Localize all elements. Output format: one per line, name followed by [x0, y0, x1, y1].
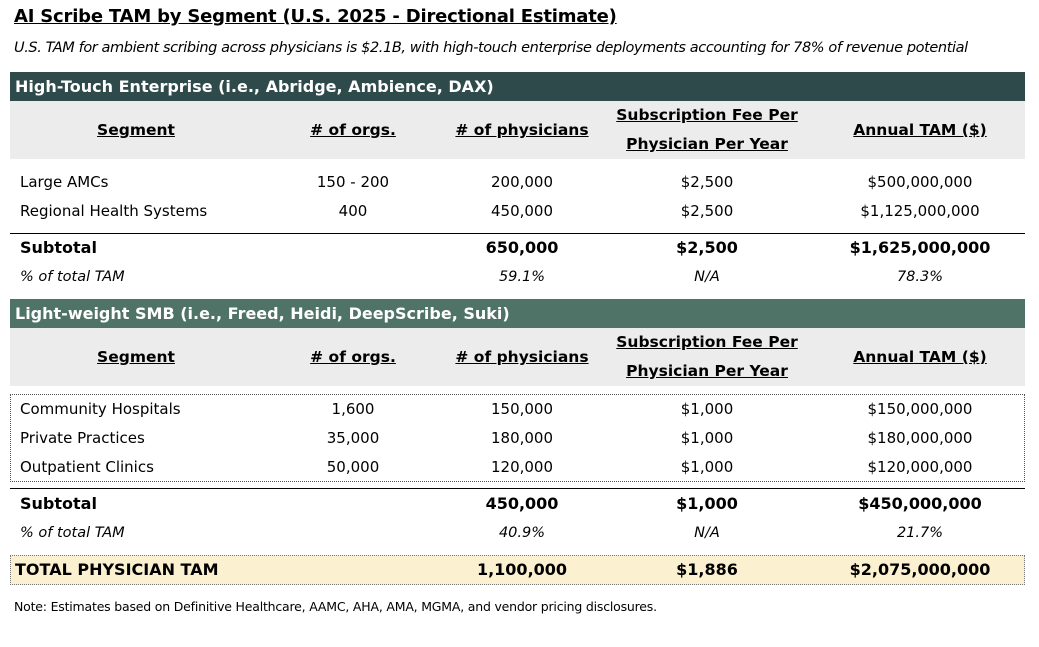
col-header-tam: Annual TAM ($)	[853, 348, 987, 366]
row-fee: $2,500	[680, 173, 734, 191]
total-label: TOTAL PHYSICIAN TAM	[15, 560, 219, 579]
col-header-segment: Segment	[97, 121, 175, 139]
footnote: Note: Estimates based on Definitive Heal…	[14, 599, 657, 614]
smb-column-headers: Segment # of orgs. # of physicians Subsc…	[10, 328, 1025, 386]
pct-physicians: 40.9%	[498, 525, 546, 541]
col-header-physicians: # of physicians	[455, 348, 589, 366]
col-header-fee: Subscription Fee Per Physician Per Year	[607, 328, 807, 386]
subtotal-fee: $1,000	[676, 494, 738, 513]
subtotal-physicians: 450,000	[485, 494, 559, 513]
col-header-fee-line2: Physician Per Year	[626, 362, 788, 380]
col-header-fee-line1: Subscription Fee Per	[616, 333, 798, 351]
col-header-fee: Subscription Fee Per Physician Per Year	[607, 101, 807, 159]
subtotal-divider	[10, 488, 1025, 489]
row-physicians: 450,000	[490, 202, 554, 220]
row-orgs: 1,600	[331, 400, 375, 418]
row-tam: $180,000,000	[867, 429, 973, 447]
row-fee: $1,000	[680, 400, 734, 418]
pct-label: % of total TAM	[20, 525, 125, 541]
smb-section-header: Light-weight SMB (i.e., Freed, Heidi, De…	[10, 299, 1025, 328]
row-tam: $120,000,000	[867, 458, 973, 476]
pct-physicians: 59.1%	[498, 269, 546, 285]
row-physicians: 200,000	[490, 173, 554, 191]
subtotal-label: Subtotal	[20, 494, 97, 513]
row-orgs: 35,000	[326, 429, 380, 447]
row-physicians: 150,000	[490, 400, 554, 418]
pct-tam: 21.7%	[896, 525, 944, 541]
row-tam: $150,000,000	[867, 400, 973, 418]
col-header-segment: Segment	[97, 348, 175, 366]
row-segment: Community Hospitals	[20, 400, 181, 418]
row-tam: $1,125,000,000	[860, 202, 980, 220]
enterprise-column-headers: Segment # of orgs. # of physicians Subsc…	[10, 101, 1025, 159]
row-orgs: 400	[338, 202, 368, 220]
row-fee: $1,000	[680, 429, 734, 447]
subtotal-fee: $2,500	[676, 238, 738, 257]
row-segment: Private Practices	[20, 429, 145, 447]
row-orgs: 50,000	[326, 458, 380, 476]
row-segment: Outpatient Clinics	[20, 458, 154, 476]
subtotal-tam: $1,625,000,000	[849, 238, 991, 257]
row-orgs: 150 - 200	[316, 173, 390, 191]
total-fee: $1,886	[676, 560, 738, 579]
subtotal-tam: $450,000,000	[858, 494, 982, 513]
col-header-physicians: # of physicians	[455, 121, 589, 139]
page-subtitle: U.S. TAM for ambient scribing across phy…	[14, 40, 968, 56]
pct-tam: 78.3%	[896, 269, 944, 285]
subtotal-divider	[10, 233, 1025, 234]
total-tam: $2,075,000,000	[849, 560, 991, 579]
col-header-orgs: # of orgs.	[310, 121, 396, 139]
enterprise-section-header: High-Touch Enterprise (i.e., Abridge, Am…	[10, 72, 1025, 101]
row-fee: $2,500	[680, 202, 734, 220]
pct-label: % of total TAM	[20, 269, 125, 285]
col-header-tam: Annual TAM ($)	[853, 121, 987, 139]
col-header-fee-line1: Subscription Fee Per	[616, 106, 798, 124]
row-fee: $1,000	[680, 458, 734, 476]
subtotal-physicians: 650,000	[485, 238, 559, 257]
total-row	[10, 555, 1025, 585]
row-segment: Regional Health Systems	[20, 202, 208, 220]
pct-fee: N/A	[694, 269, 720, 285]
row-segment: Large AMCs	[20, 173, 109, 191]
col-header-orgs: # of orgs.	[310, 348, 396, 366]
pct-fee: N/A	[694, 525, 720, 541]
col-header-fee-line2: Physician Per Year	[626, 135, 788, 153]
row-physicians: 180,000	[490, 429, 554, 447]
page-title: AI Scribe TAM by Segment (U.S. 2025 - Di…	[14, 6, 617, 27]
smb-rows-box	[10, 394, 1025, 482]
subtotal-label: Subtotal	[20, 238, 97, 257]
total-physicians: 1,100,000	[476, 560, 568, 579]
row-physicians: 120,000	[490, 458, 554, 476]
row-tam: $500,000,000	[867, 173, 973, 191]
